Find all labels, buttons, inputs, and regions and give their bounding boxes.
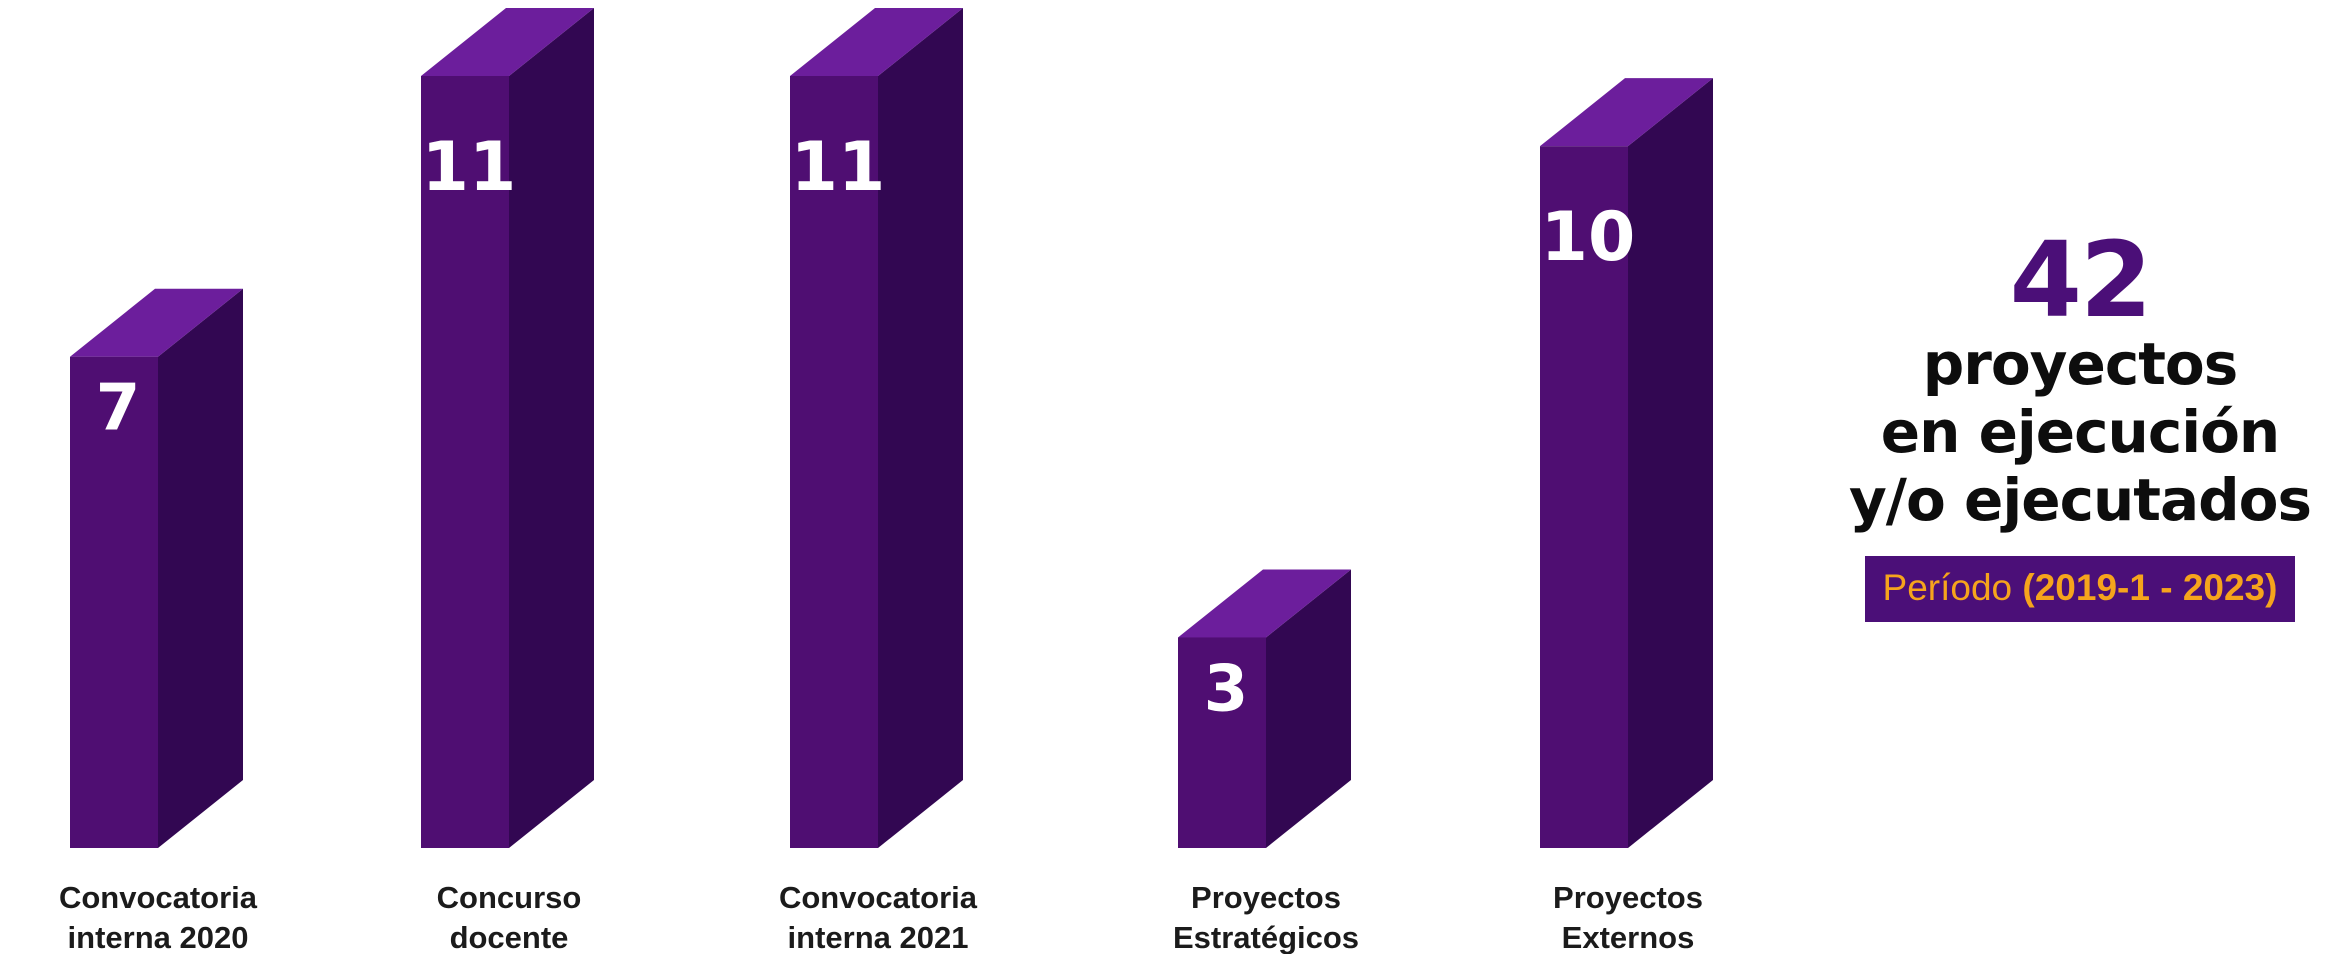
- bar-0: [70, 288, 243, 848]
- summary-line-3: y/o ejecutados: [1848, 466, 2312, 534]
- bar-value-label: 11: [791, 128, 886, 207]
- period-badge: Período (2019-1 - 2023): [1864, 556, 2296, 622]
- category-label-line: Convocatoria: [59, 880, 258, 915]
- bar-top-face: [1178, 569, 1351, 638]
- bar-front-face: [790, 76, 878, 848]
- period-range: (2019-1 - 2023): [2022, 567, 2278, 608]
- bar-top-face: [790, 8, 963, 76]
- bar-front-face: [421, 76, 509, 848]
- bar-front-face: [1178, 637, 1266, 848]
- bar-top-face: [70, 288, 243, 357]
- category-label-line: Proyectos: [1191, 880, 1341, 915]
- category-label-line: interna 2020: [68, 920, 249, 954]
- bar-front-face: [1540, 146, 1628, 848]
- bar-4: [1540, 78, 1713, 848]
- category-label-line: Estratégicos: [1173, 920, 1359, 954]
- bar-value-label: 3: [1204, 652, 1249, 726]
- bar-top-face: [421, 8, 594, 76]
- bar-front-face: [70, 356, 158, 848]
- summary-line-1: proyectos: [1922, 330, 2239, 398]
- bar-3: [1178, 569, 1351, 848]
- bar-chart: 7 11 11 3 10 Convocatoria interna 2020 Concurs…: [59, 8, 1713, 954]
- bar-side-face: [878, 8, 963, 848]
- bar-side-face: [158, 288, 243, 848]
- bars-group: 7 11 11 3 10: [70, 8, 1713, 848]
- category-labels-group: Convocatoria interna 2020 Concurso docente C…: [59, 880, 1703, 954]
- bar-value-label: 7: [96, 372, 141, 446]
- period-label: Período: [1882, 567, 2013, 608]
- bar-side-face: [1266, 569, 1351, 848]
- bar-side-face: [1628, 78, 1713, 848]
- summary-line-2: en ejecución: [1880, 398, 2280, 466]
- category-label-line: Convocatoria: [779, 880, 978, 915]
- bar-side-face: [509, 8, 594, 848]
- bar-top-face: [1540, 78, 1713, 147]
- category-label-line: docente: [450, 920, 569, 954]
- bar-1: [421, 8, 594, 848]
- total-projects-count: 42: [2009, 219, 2153, 341]
- category-label-line: Proyectos: [1553, 880, 1703, 915]
- summary-panel: 42 proyectos en ejecución y/o ejecutados…: [1830, 219, 2330, 622]
- bar-2: [790, 8, 963, 848]
- bar-value-label: 11: [422, 128, 517, 207]
- category-label-line: Externos: [1562, 920, 1695, 954]
- category-label-line: Concurso: [437, 880, 582, 915]
- category-label-line: interna 2021: [788, 920, 969, 954]
- bar-value-label: 10: [1541, 198, 1636, 277]
